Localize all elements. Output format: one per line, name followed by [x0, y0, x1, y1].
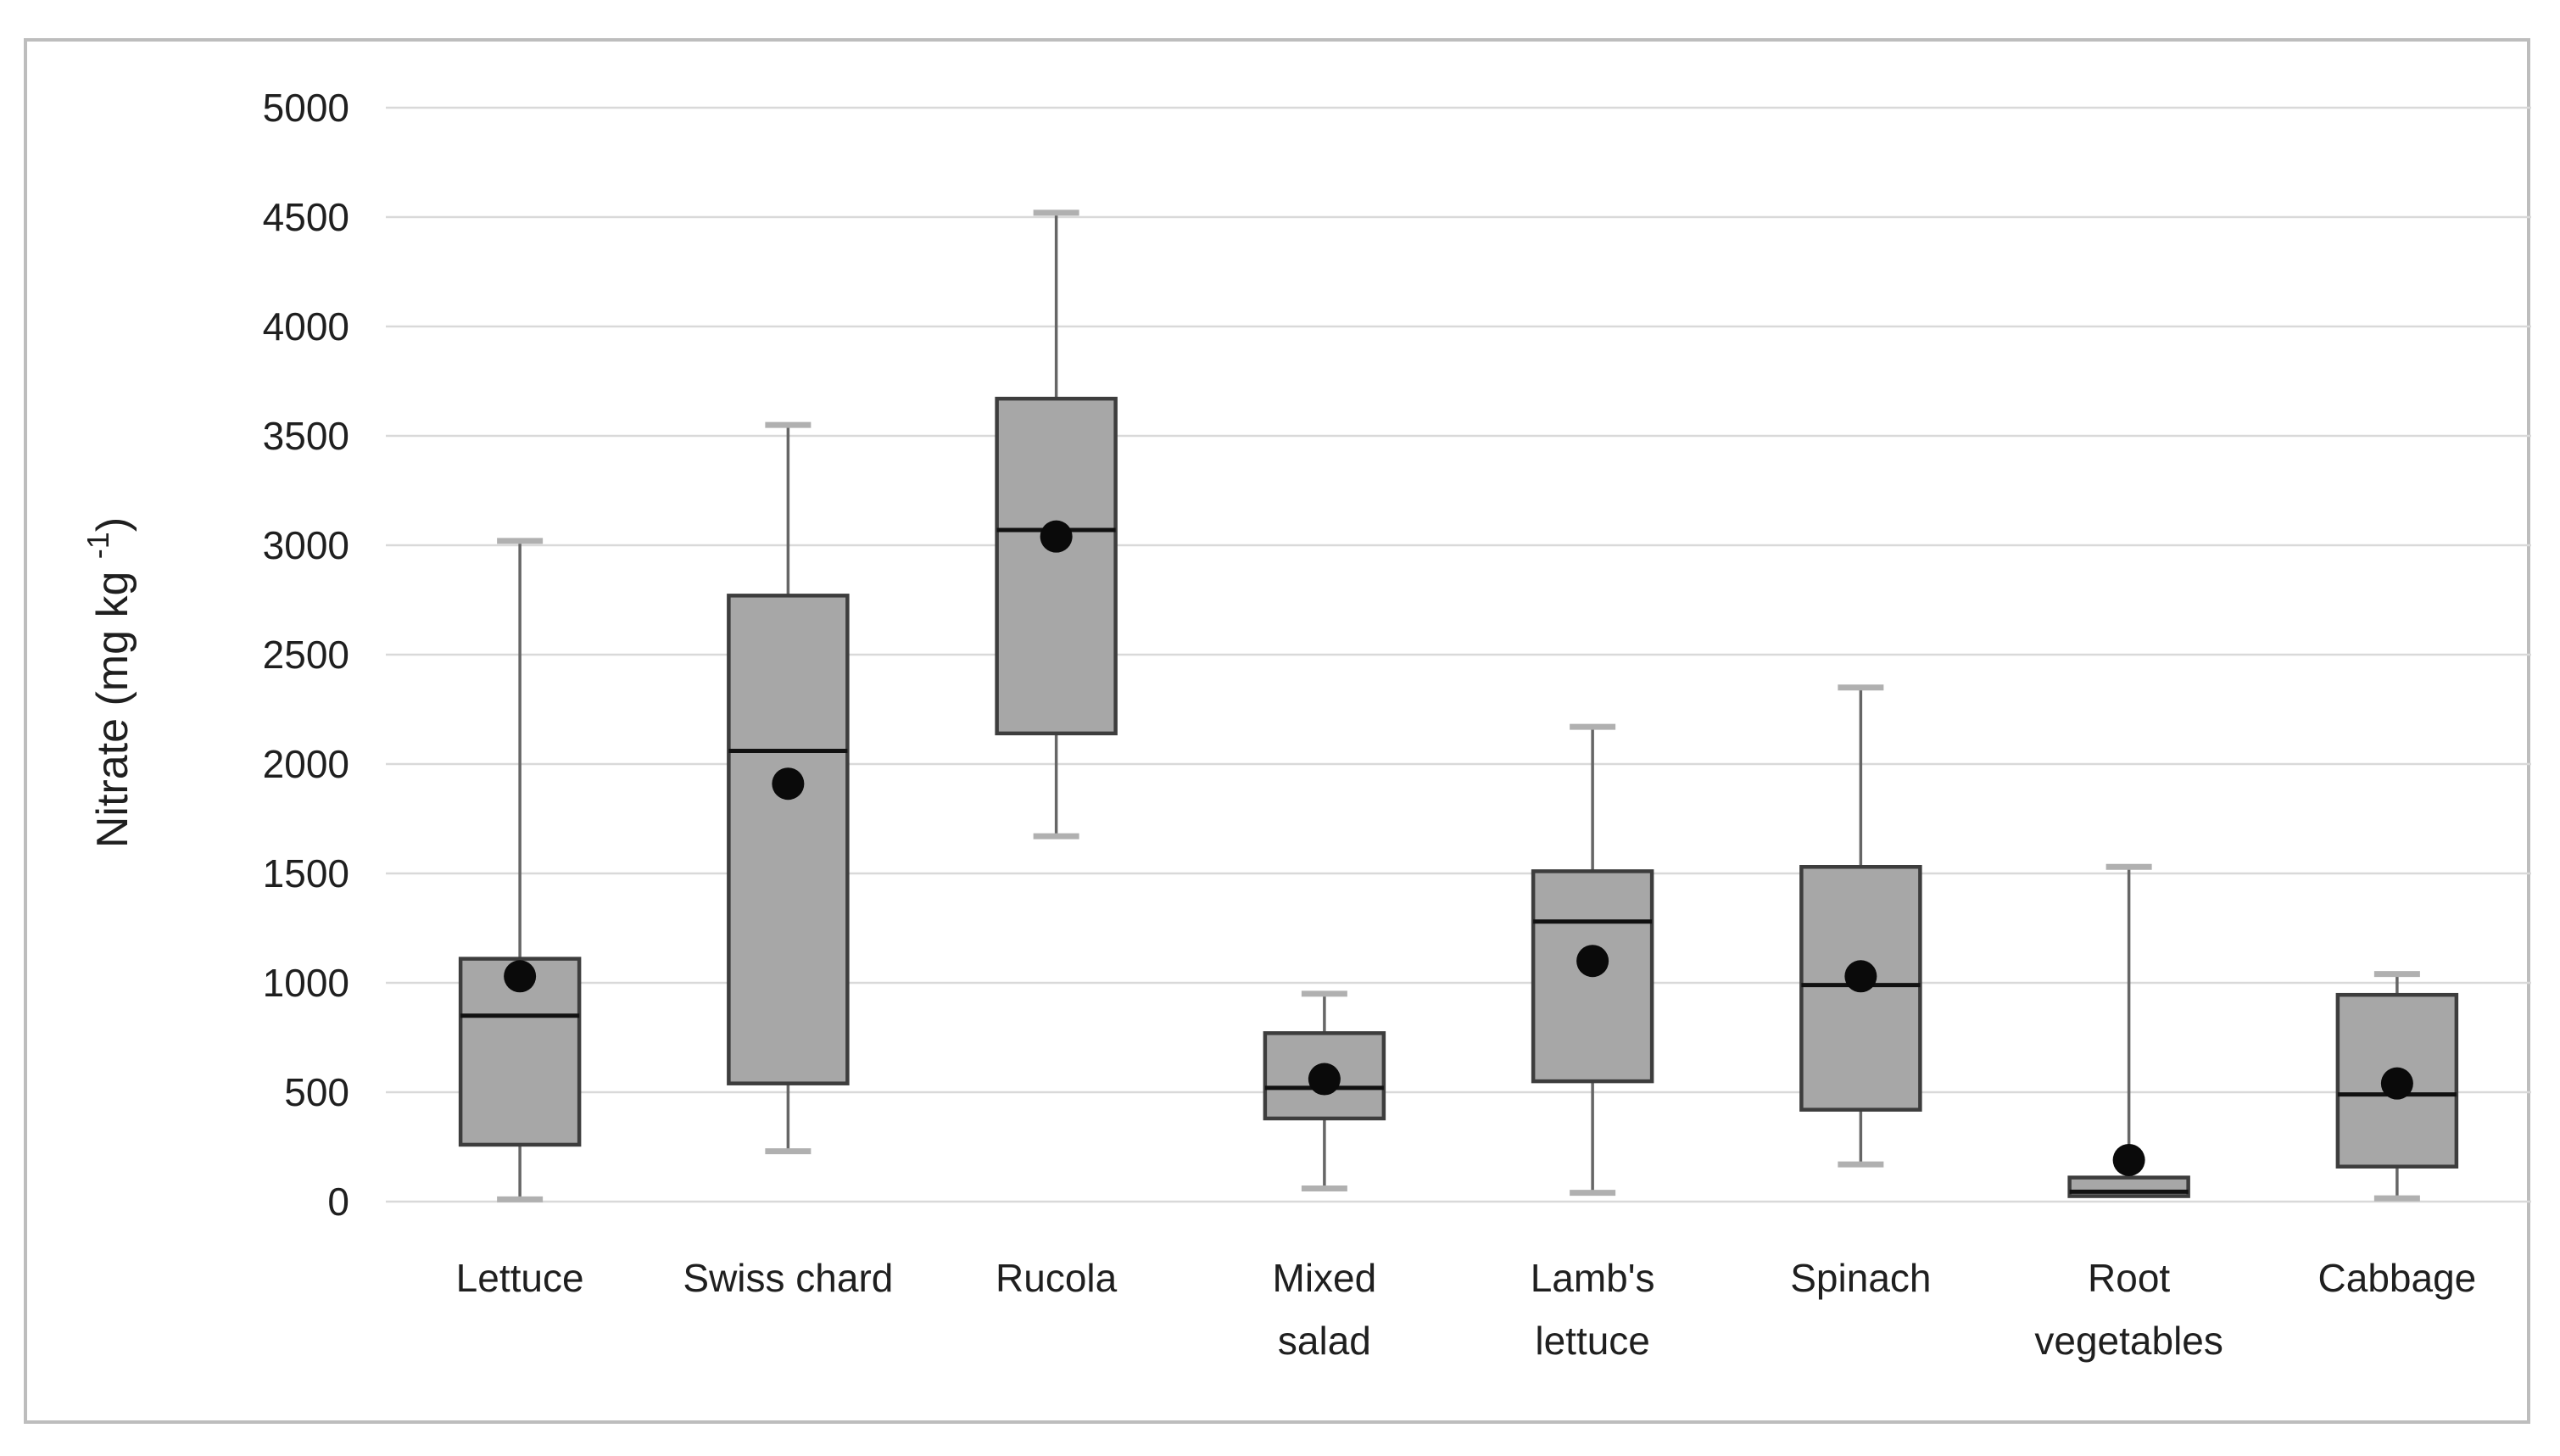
box-group-mixed-salad: Mixed salad: [1263, 990, 1386, 1363]
y-tick-label-1000: 1000: [263, 961, 349, 1005]
category-label-root-vegetables: Root vegetables: [2034, 1256, 2223, 1363]
mean-dot-lambs-lettuce: [1576, 945, 1609, 978]
mean-dot-mixed-salad: [1308, 1063, 1341, 1096]
iqr-box-rucola: [995, 396, 1118, 736]
iqr-box-swiss-chard: [727, 594, 850, 1085]
box-group-spinach: Spinach: [1790, 684, 1931, 1300]
mean-dot-rucola: [1040, 520, 1073, 553]
category-label-mixed-salad: Mixed salad: [1273, 1256, 1377, 1363]
mean-dot-spinach: [1844, 960, 1877, 993]
y-tick-label-500: 500: [284, 1070, 349, 1114]
category-label-cabbage: Cabbage: [2318, 1256, 2477, 1300]
y-tick-label-3000: 3000: [263, 523, 349, 567]
mean-dot-cabbage: [2380, 1067, 2413, 1100]
y-axis-title: Nitrate (mg kg -1): [81, 517, 137, 848]
y-tick-label-2000: 2000: [263, 742, 349, 786]
box-group-lettuce: Lettuce: [456, 538, 584, 1300]
category-label-lambs-lettuce: Lamb's lettuce: [1531, 1256, 1655, 1363]
y-tick-label-3500: 3500: [263, 414, 349, 458]
box-group-root-vegetables: Root vegetables: [2034, 863, 2223, 1363]
y-tick-label-4500: 4500: [263, 195, 349, 239]
category-label-rucola: Rucola: [996, 1256, 1118, 1300]
box-group-cabbage: Cabbage: [2318, 971, 2477, 1300]
category-label-lettuce: Lettuce: [456, 1256, 584, 1300]
box-group-rucola: Rucola: [995, 209, 1118, 1300]
y-tick-label-5000: 5000: [263, 86, 349, 130]
y-tick-label-2500: 2500: [263, 633, 349, 677]
category-label-swiss-chard: Swiss chard: [683, 1256, 893, 1300]
box-group-swiss-chard: Swiss chard: [683, 421, 893, 1300]
mean-dot-root-vegetables: [2112, 1143, 2145, 1176]
y-tick-label-0: 0: [327, 1180, 349, 1224]
box-group-lambs-lettuce: Lamb's lettuce: [1531, 723, 1655, 1363]
category-label-spinach: Spinach: [1790, 1256, 1931, 1300]
y-tick-label-4000: 4000: [263, 304, 349, 349]
y-tick-label-1500: 1500: [263, 851, 349, 895]
mean-dot-swiss-chard: [772, 767, 805, 801]
mean-dot-lettuce: [504, 960, 537, 993]
